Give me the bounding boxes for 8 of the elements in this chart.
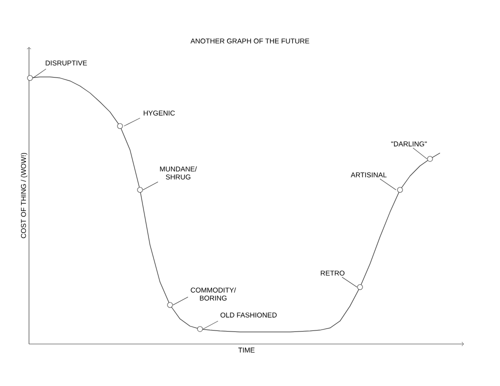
point — [427, 156, 433, 162]
point — [357, 284, 363, 290]
point — [137, 187, 143, 193]
point — [397, 187, 403, 193]
point — [167, 302, 173, 308]
point — [27, 75, 33, 81]
point — [117, 123, 123, 129]
point — [197, 326, 203, 332]
